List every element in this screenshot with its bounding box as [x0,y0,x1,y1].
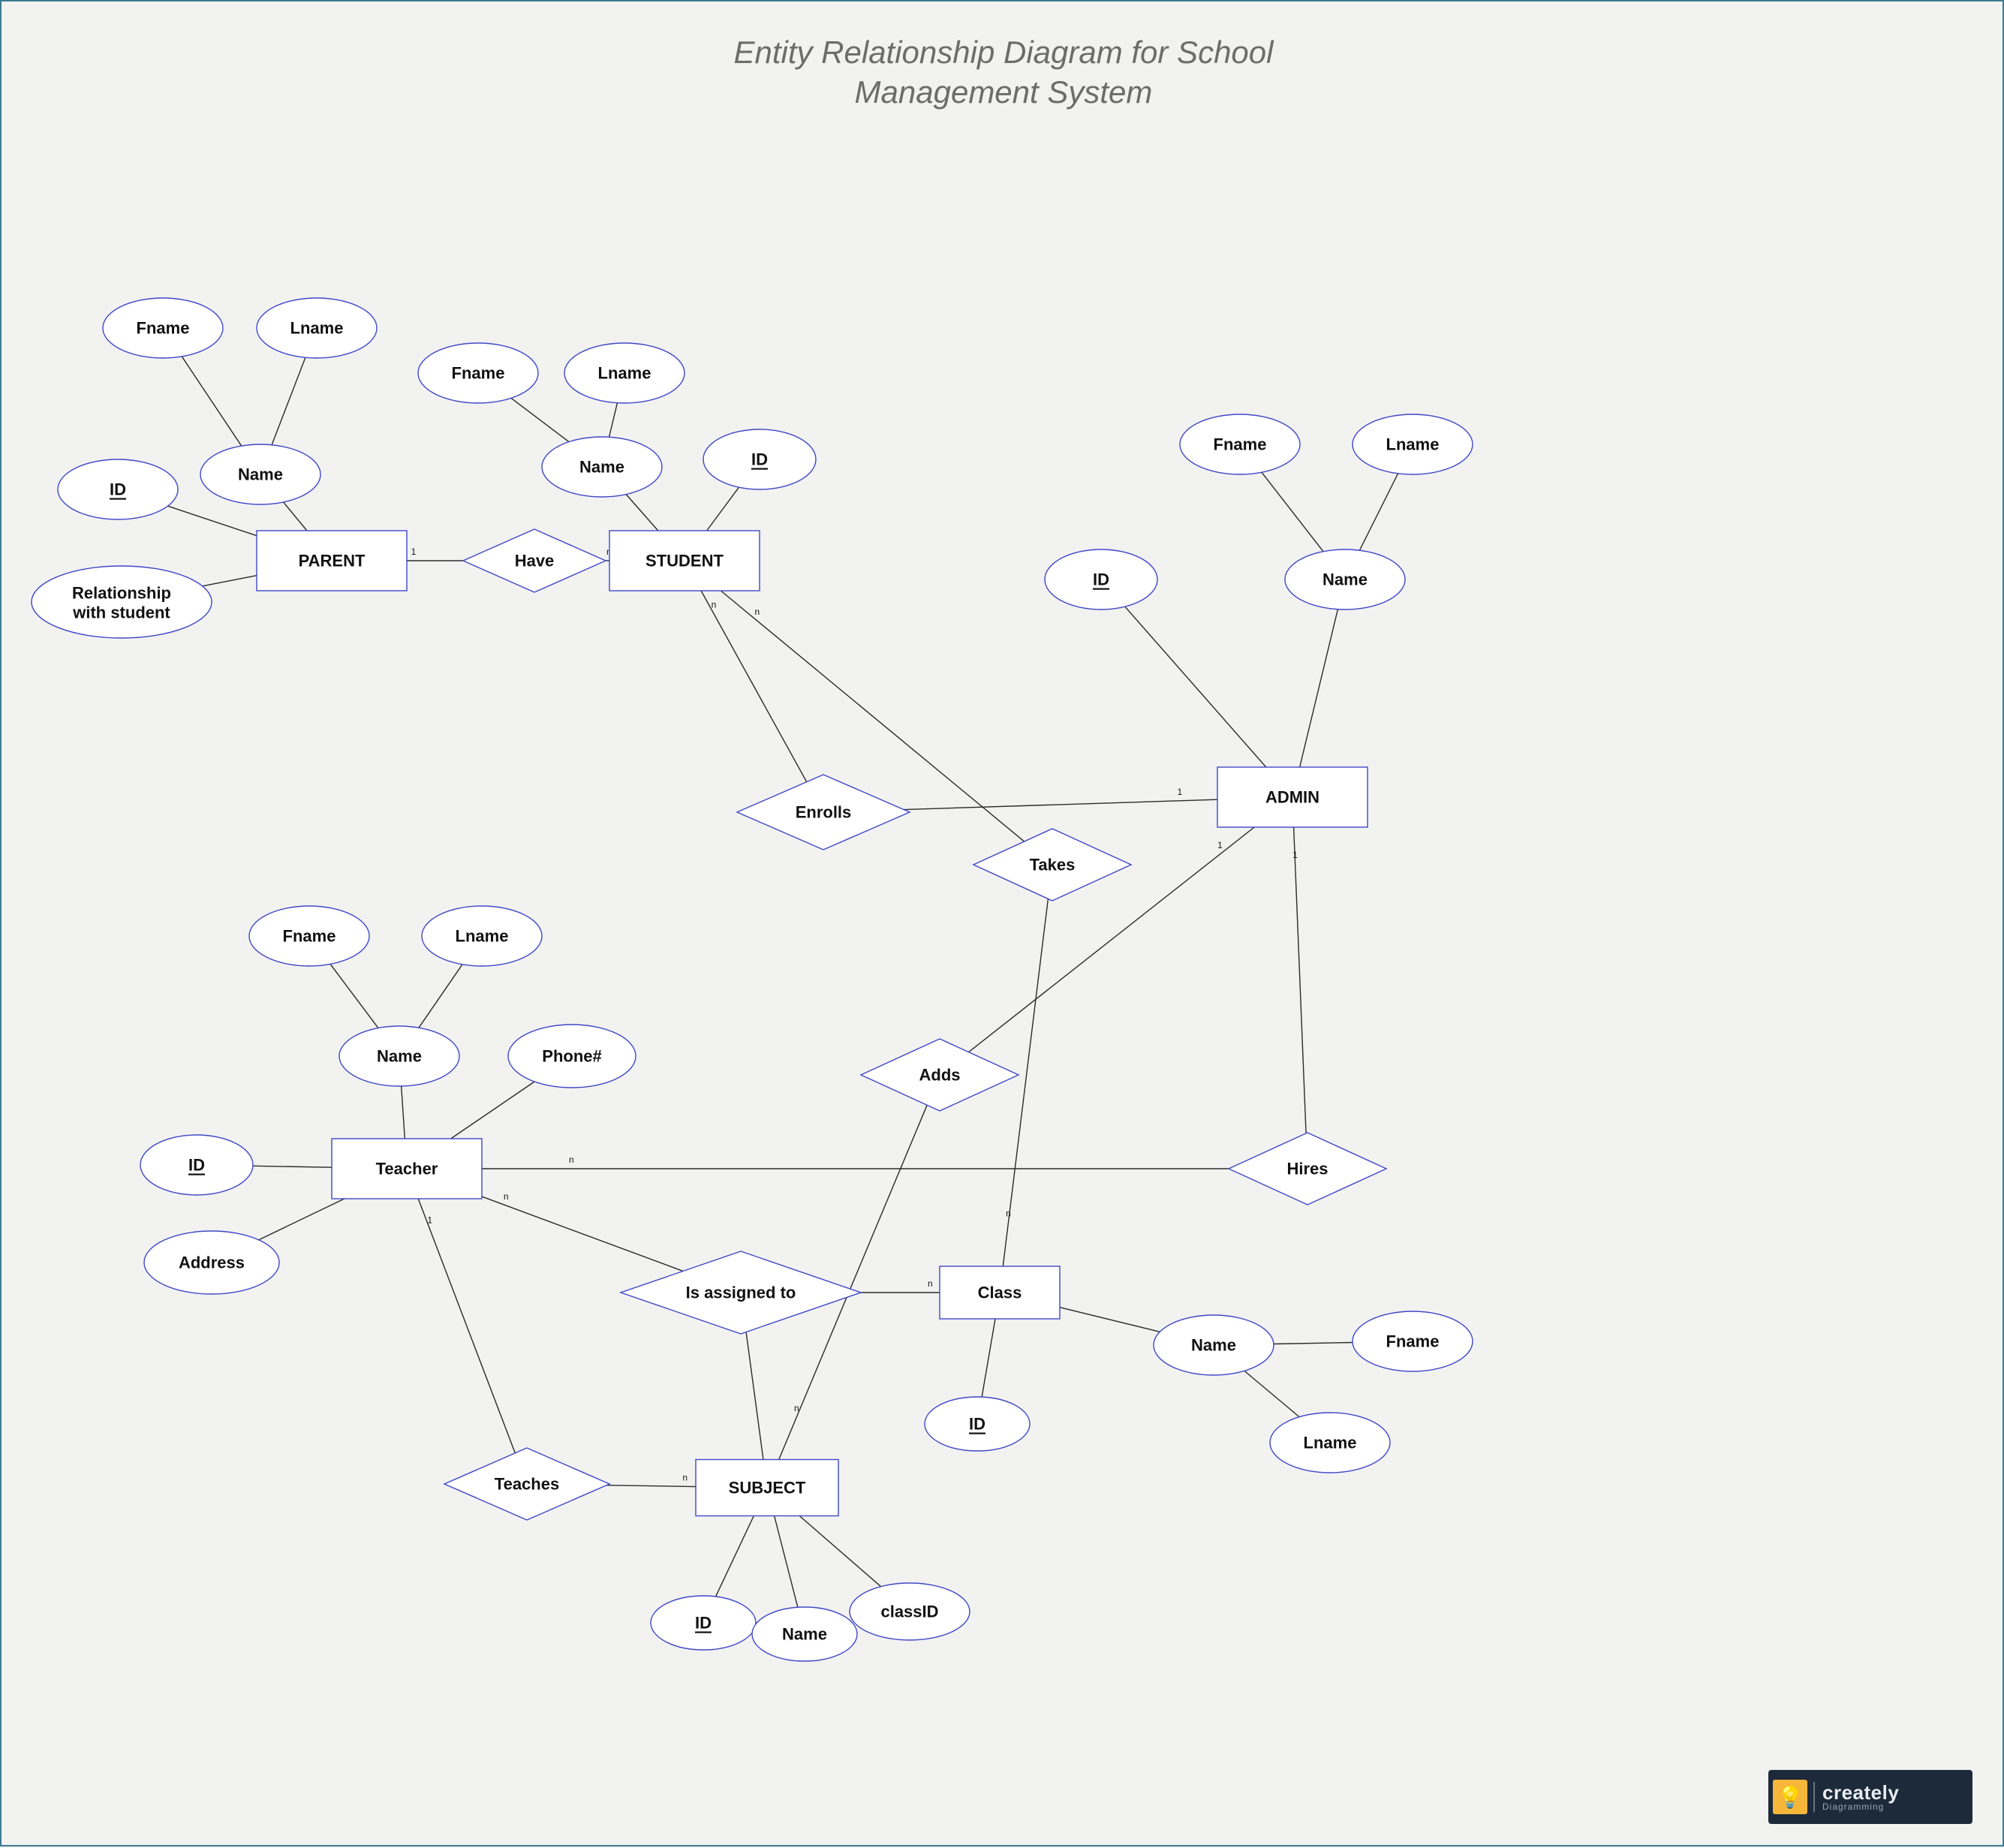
svg-text:n: n [794,1403,799,1413]
logo-brand: creately [1822,1783,1899,1802]
svg-text:ADMIN: ADMIN [1265,788,1319,807]
svg-text:Fname: Fname [1214,435,1267,454]
svg-text:Fname: Fname [452,364,505,383]
svg-text:1: 1 [1292,850,1298,860]
svg-text:ID: ID [1093,570,1109,589]
svg-text:1: 1 [1217,840,1223,850]
svg-text:Teaches: Teaches [495,1475,559,1494]
svg-text:Have: Have [515,552,555,570]
svg-text:n: n [755,606,760,617]
diagram-frame: Entity Relationship Diagram for School M… [0,0,2004,1846]
logo-separator [1813,1782,1815,1812]
svg-text:Fname: Fname [137,319,190,338]
logo-tagline: Diagramming [1822,1802,1899,1811]
svg-text:n: n [569,1154,574,1165]
creately-logo: 💡 creately Diagramming [1768,1770,1972,1824]
svg-text:Class: Class [978,1284,1022,1302]
bulb-icon: 💡 [1773,1780,1807,1814]
svg-text:ID: ID [969,1415,985,1434]
svg-text:1: 1 [1178,787,1183,797]
svg-text:Enrolls: Enrolls [796,803,852,822]
svg-text:Teacher: Teacher [376,1160,438,1178]
svg-text:Takes: Takes [1030,856,1076,874]
svg-text:Name: Name [238,465,283,484]
svg-text:n: n [504,1191,509,1202]
svg-text:PARENT: PARENT [299,552,366,570]
svg-text:with student: with student [72,603,170,622]
svg-text:Hires: Hires [1286,1160,1328,1178]
logo-text: creately Diagramming [1822,1783,1899,1811]
svg-text:1: 1 [427,1215,432,1226]
svg-text:n: n [712,600,717,610]
svg-text:ID: ID [751,450,768,469]
svg-text:STUDENT: STUDENT [645,552,724,570]
svg-text:Fname: Fname [283,927,336,946]
svg-text:Lname: Lname [1304,1434,1357,1452]
svg-text:Name: Name [1322,570,1368,589]
svg-text:1: 1 [411,546,417,557]
svg-text:n: n [1006,1208,1011,1218]
svg-text:Relationship: Relationship [72,584,171,603]
svg-text:ID: ID [695,1614,712,1633]
svg-text:classID: classID [880,1603,938,1621]
svg-text:Lname: Lname [1386,435,1440,454]
svg-text:SUBJECT: SUBJECT [729,1479,806,1497]
svg-text:Name: Name [1191,1336,1236,1355]
svg-text:Fname: Fname [1386,1332,1440,1351]
svg-text:Lname: Lname [456,927,509,946]
svg-text:n: n [682,1472,688,1482]
svg-text:Address: Address [179,1254,245,1272]
svg-text:Name: Name [579,458,624,477]
svg-text:ID: ID [110,480,126,499]
svg-text:Adds: Adds [919,1066,961,1085]
svg-text:Lname: Lname [290,319,344,338]
svg-text:Phone#: Phone# [542,1047,601,1066]
svg-text:Name: Name [782,1625,827,1644]
svg-text:Lname: Lname [598,364,651,383]
svg-text:Is assigned to: Is assigned to [686,1284,796,1302]
svg-text:ID: ID [188,1156,205,1175]
er-diagram-svg: 1nn1nn1n1nnn1nIDNameFnameLnameRelationsh… [2,2,2004,1848]
svg-text:n: n [928,1278,933,1289]
svg-text:Name: Name [377,1047,422,1066]
